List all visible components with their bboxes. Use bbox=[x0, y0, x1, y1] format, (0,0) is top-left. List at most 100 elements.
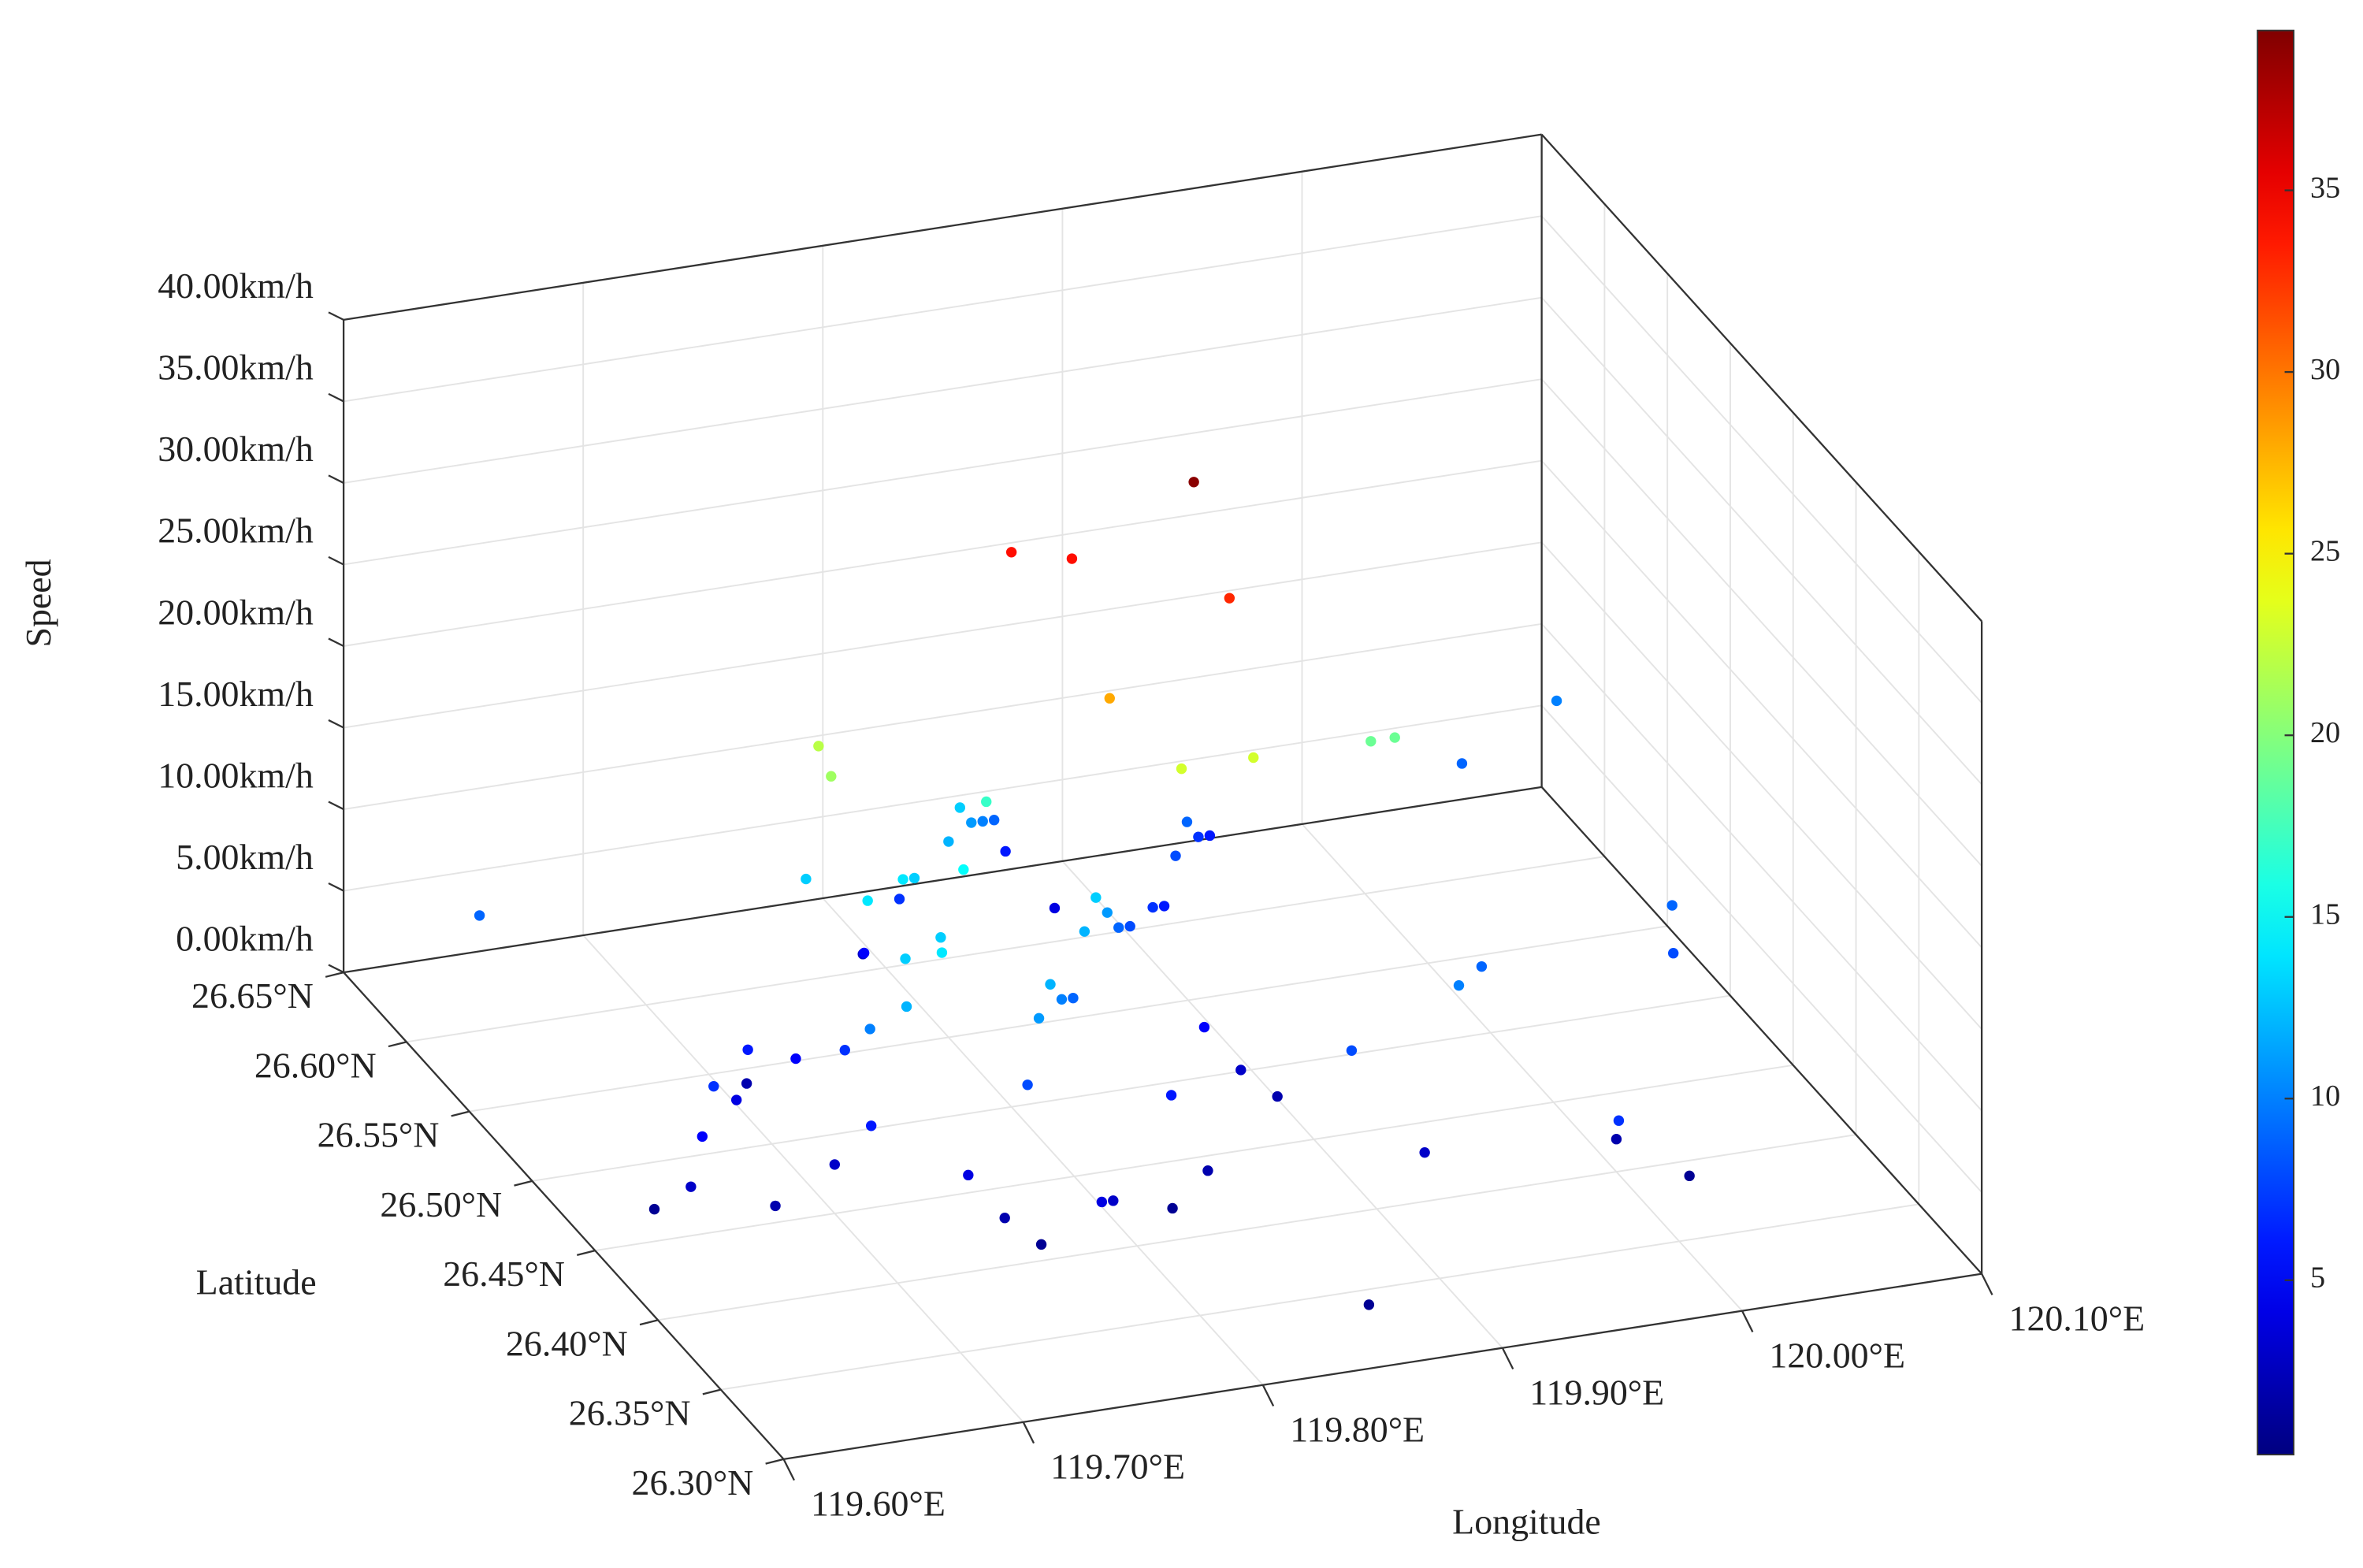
data-point bbox=[1181, 816, 1193, 827]
data-point bbox=[900, 953, 911, 964]
axis-edge bbox=[343, 972, 785, 1460]
colorbar-tick-label: 35 bbox=[2310, 171, 2340, 204]
data-point bbox=[988, 815, 1000, 826]
z-tick-label: 20.00km/h bbox=[158, 592, 314, 632]
colorbar-tick-label: 30 bbox=[2310, 353, 2340, 386]
x-tick bbox=[1022, 1421, 1035, 1444]
y-tick-label: 26.65°N bbox=[191, 975, 314, 1016]
grid-line bbox=[343, 378, 1542, 566]
data-point bbox=[1389, 732, 1400, 743]
data-point bbox=[981, 796, 992, 808]
data-point bbox=[1079, 926, 1090, 937]
data-point bbox=[474, 910, 485, 921]
x-tick-label: 119.70°E bbox=[1050, 1447, 1185, 1487]
data-point bbox=[1170, 850, 1181, 861]
x-tick-label: 119.60°E bbox=[811, 1484, 946, 1524]
colorbar-tick-label: 5 bbox=[2310, 1261, 2325, 1295]
y-tick bbox=[576, 1249, 596, 1256]
data-point bbox=[1066, 553, 1078, 564]
data-point bbox=[1124, 920, 1135, 932]
data-point bbox=[770, 1200, 781, 1212]
data-point bbox=[708, 1080, 719, 1092]
z-tick bbox=[328, 311, 344, 321]
data-point bbox=[741, 1078, 752, 1089]
z-tick bbox=[328, 801, 344, 811]
z-tick-label: 35.00km/h bbox=[158, 347, 314, 388]
z-tick bbox=[328, 637, 344, 648]
x-tick bbox=[1981, 1273, 1993, 1295]
z-tick-label: 0.00km/h bbox=[176, 918, 314, 958]
z-tick bbox=[328, 882, 344, 892]
grid-line bbox=[720, 1203, 1919, 1391]
data-point bbox=[697, 1131, 708, 1143]
data-point bbox=[1102, 907, 1113, 918]
axis-edge bbox=[1540, 786, 1982, 1275]
data-point bbox=[1611, 1134, 1622, 1145]
data-point bbox=[648, 1203, 660, 1215]
y-tick bbox=[388, 1041, 407, 1048]
y-tick-label: 26.35°N bbox=[569, 1393, 691, 1433]
grid-line bbox=[657, 1134, 1856, 1321]
grid-line bbox=[1540, 297, 1982, 786]
data-point bbox=[829, 1159, 841, 1170]
data-point bbox=[1204, 830, 1216, 842]
z-tick-label: 10.00km/h bbox=[158, 755, 314, 795]
data-point bbox=[999, 1213, 1010, 1224]
data-point bbox=[1248, 752, 1259, 764]
grid-line bbox=[1540, 215, 1982, 704]
data-point bbox=[1049, 902, 1061, 914]
data-point bbox=[1033, 1013, 1045, 1024]
data-point bbox=[864, 1024, 875, 1035]
data-point bbox=[790, 1053, 801, 1065]
y-tick-label: 26.60°N bbox=[255, 1045, 377, 1085]
axis-edge bbox=[783, 1273, 1982, 1460]
colorbar bbox=[2257, 29, 2294, 1456]
data-point bbox=[1108, 1195, 1119, 1206]
data-point bbox=[958, 864, 969, 875]
data-point bbox=[1198, 1021, 1210, 1033]
data-point bbox=[1684, 1170, 1695, 1182]
data-point bbox=[1365, 736, 1377, 747]
data-point bbox=[901, 1001, 912, 1013]
x-tick-label: 119.80°E bbox=[1290, 1409, 1425, 1449]
data-point bbox=[1167, 1202, 1178, 1214]
data-point bbox=[813, 741, 824, 752]
data-point bbox=[1666, 900, 1678, 911]
y-tick-label: 26.50°N bbox=[380, 1184, 502, 1224]
colorbar-tick-label: 20 bbox=[2310, 716, 2340, 749]
data-point bbox=[1235, 1065, 1247, 1076]
data-point bbox=[1363, 1299, 1375, 1310]
grid-line bbox=[1061, 860, 1503, 1349]
data-point bbox=[1272, 1091, 1283, 1102]
data-point bbox=[1188, 477, 1199, 488]
z-tick-label: 5.00km/h bbox=[176, 837, 314, 877]
data-point bbox=[1165, 1090, 1177, 1101]
data-point bbox=[1193, 831, 1204, 842]
data-point bbox=[943, 836, 954, 847]
data-point bbox=[894, 894, 905, 905]
colorbar-tick-label: 25 bbox=[2310, 534, 2340, 567]
z-tick-label: 25.00km/h bbox=[158, 511, 314, 551]
y-tick bbox=[639, 1319, 659, 1326]
data-point bbox=[1158, 901, 1170, 912]
data-point bbox=[1045, 979, 1056, 990]
data-point bbox=[801, 873, 812, 885]
x-tick bbox=[782, 1458, 795, 1481]
grid-line bbox=[343, 459, 1542, 647]
x-tick-label: 120.10°E bbox=[2009, 1298, 2146, 1338]
data-point bbox=[685, 1181, 697, 1192]
data-point bbox=[1005, 547, 1017, 558]
grid-line bbox=[1301, 823, 1743, 1312]
grid-line bbox=[1540, 378, 1982, 867]
z-tick bbox=[328, 555, 344, 566]
grid-line bbox=[532, 994, 1731, 1182]
grid-line bbox=[582, 934, 1024, 1423]
data-point bbox=[839, 1045, 850, 1056]
data-point bbox=[1476, 960, 1488, 972]
grid-line bbox=[343, 215, 1542, 403]
grid-line bbox=[343, 622, 1542, 810]
x-tick bbox=[1501, 1347, 1514, 1369]
data-point bbox=[954, 802, 966, 813]
data-point bbox=[862, 895, 873, 906]
